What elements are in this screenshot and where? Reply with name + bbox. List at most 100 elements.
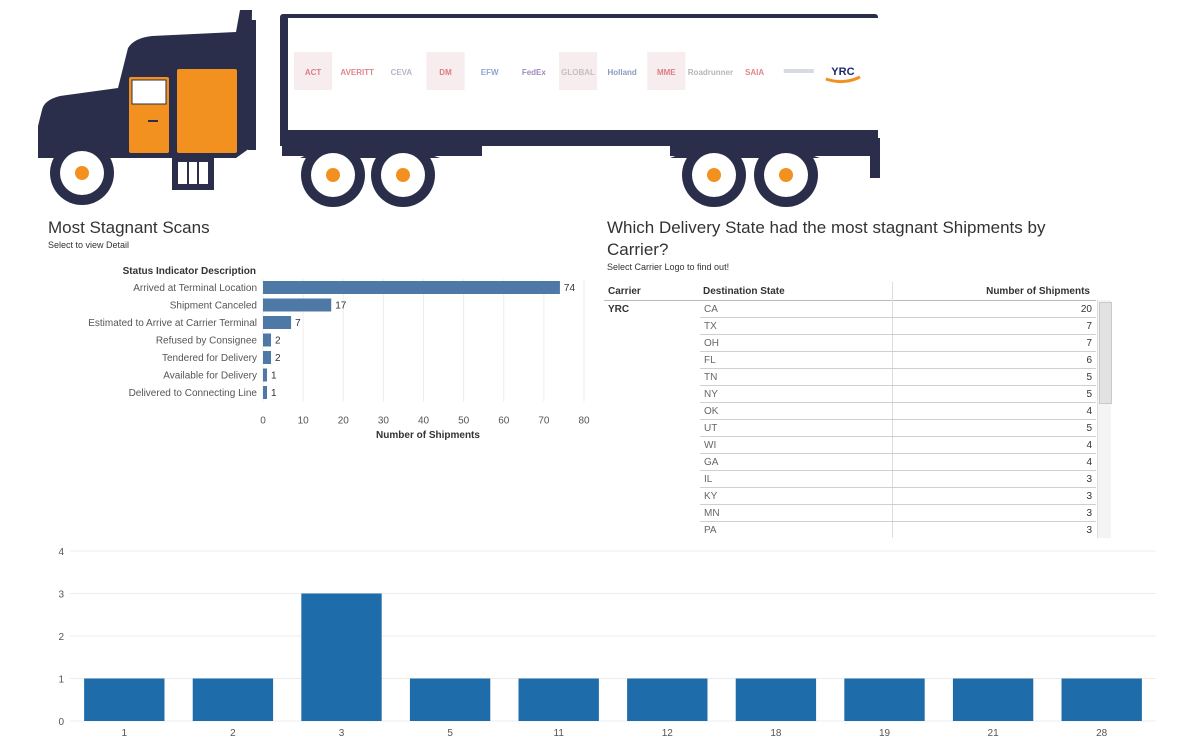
table-body: YRC CA 20 TX 7 OH 7 FL 6 TN 5 NY 5 OK 4 UT 5 WI 4 GA 4 IL 3 KY… <box>604 301 1096 538</box>
bar-arrived-at-terminal-location[interactable] <box>263 281 560 294</box>
state-title-line2: Carrier? <box>607 240 669 259</box>
category-label-tendered-for-delivery[interactable]: Tendered for Delivery <box>162 353 257 364</box>
state-cell: PA <box>704 525 717 536</box>
bar-tendered-for-delivery[interactable] <box>263 351 272 364</box>
table-row[interactable]: NY 5 <box>700 386 1096 403</box>
shipment-count-cell: 5 <box>1086 372 1092 383</box>
bar-value-label: 7 <box>295 318 301 329</box>
col-header-carrier[interactable]: Carrier <box>608 286 641 297</box>
table-row[interactable]: MN 3 <box>700 505 1096 522</box>
state-cell: WI <box>704 440 717 451</box>
bar-value-label: 74 <box>564 283 576 294</box>
state-cell: UT <box>704 423 718 434</box>
carrier-logo-global[interactable]: GLOBAL <box>558 52 598 90</box>
column-bar-2[interactable] <box>192 678 274 722</box>
carrier-logo-saia[interactable]: SAIA <box>745 68 764 77</box>
table-scrollbar[interactable] <box>1097 300 1112 538</box>
carrier-logo-efw[interactable]: EFW <box>481 68 499 77</box>
x-category-label: 28 <box>1096 728 1108 739</box>
state-cell: TN <box>704 372 718 383</box>
carrier-logo-dm[interactable]: DM <box>426 52 465 90</box>
carrier-logo-label: DM <box>439 68 452 77</box>
carrier-logo-act[interactable]: ACT <box>294 52 333 90</box>
carrier-cell[interactable]: YRC <box>608 304 630 315</box>
carrier-logo-ceva[interactable]: CEVA <box>391 68 413 77</box>
carrier-logo-holland[interactable]: Holland <box>607 68 636 77</box>
bar-value-label: 1 <box>271 371 277 382</box>
table-header: Carrier Destination State Number of Ship… <box>604 282 1096 301</box>
column-bar-12[interactable] <box>627 678 708 722</box>
category-label-arrived-at-terminal-location[interactable]: Arrived at Terminal Location <box>133 283 257 294</box>
stagnant-subtitle: Select to view Detail <box>48 240 130 250</box>
shipment-count-cell: 5 <box>1086 423 1092 434</box>
bar-shipment-canceled[interactable] <box>263 298 332 312</box>
bar-available-for-delivery[interactable] <box>263 368 268 382</box>
x-category-label: 19 <box>879 728 891 739</box>
state-cell: NY <box>704 389 718 400</box>
column-bar-3[interactable] <box>301 593 382 722</box>
col-header-destination-state[interactable]: Destination State <box>703 286 785 297</box>
column-bar-28[interactable] <box>1061 678 1142 722</box>
column-bar-19[interactable] <box>844 678 925 722</box>
table-row[interactable]: KY 3 <box>700 488 1096 505</box>
table-row[interactable]: OK 4 <box>700 403 1096 420</box>
carrier-logo-fedex[interactable]: FedEx <box>522 68 547 77</box>
carrier-logo-roadrunner[interactable]: Roadrunner <box>688 68 733 77</box>
y-tick-label: 2 <box>58 632 64 643</box>
x-category-label: 1 <box>122 728 128 739</box>
x-category-label: 12 <box>662 728 674 739</box>
table-row[interactable]: OH 7 <box>700 335 1096 352</box>
carrier-logo-label: ACT <box>305 68 322 77</box>
category-label-shipment-canceled[interactable]: Shipment Canceled <box>170 301 257 312</box>
stagnant-title: Most Stagnant Scans <box>48 218 210 237</box>
carrier-logo-yrc[interactable]: YRC <box>825 66 861 84</box>
bar-estimated-to-arrive-at-carrier-terminal[interactable] <box>263 316 292 329</box>
category-label-estimated-to-arrive-at-carrier-terminal[interactable]: Estimated to Arrive at Carrier Terminal <box>88 318 257 329</box>
table-row[interactable]: PA 3 <box>700 522 1096 538</box>
state-cell: IL <box>704 474 713 485</box>
scroll-thumb[interactable] <box>1099 302 1112 404</box>
carrier-logo-blank[interactable] <box>783 69 814 73</box>
column-bar-5[interactable] <box>409 678 491 722</box>
state-cell: FL <box>704 355 716 366</box>
table-row[interactable]: FL 6 <box>700 352 1096 369</box>
shipment-count-cell: 3 <box>1086 491 1092 502</box>
category-label-available-for-delivery[interactable]: Available for Delivery <box>163 371 257 382</box>
y-tick-label: 1 <box>58 675 64 686</box>
wheel-trailer-2 <box>754 143 818 207</box>
shipment-count-cell: 4 <box>1086 406 1092 417</box>
category-label-refused-by-consignee[interactable]: Refused by Consignee <box>156 336 258 347</box>
carrier-logo-averitt[interactable]: AVERITT <box>340 68 374 77</box>
shipment-count-cell: 3 <box>1086 508 1092 519</box>
stagnant-scans-bar-chart: Status Indicator Description Arrived at … <box>88 266 590 441</box>
column-bar-21[interactable] <box>952 678 1034 722</box>
table-row[interactable]: IL 3 <box>700 471 1096 488</box>
carrier-logo-label: YRC <box>831 66 854 78</box>
carrier-logo-label: Holland <box>607 68 636 77</box>
table-row[interactable]: GA 4 <box>700 454 1096 471</box>
column-bar-18[interactable] <box>735 678 817 722</box>
table-row[interactable]: TN 5 <box>700 369 1096 386</box>
column-bar-1[interactable] <box>84 678 165 722</box>
y-tick-label: 3 <box>58 590 64 601</box>
column-bar-11[interactable] <box>518 678 599 722</box>
state-cell: MN <box>704 508 720 519</box>
table-row[interactable]: UT 5 <box>700 420 1096 437</box>
carrier-logo-label: FedEx <box>522 68 547 77</box>
carrier-logo-label: EFW <box>481 68 499 77</box>
shipment-count-cell: 5 <box>1086 389 1092 400</box>
wheel-front <box>50 141 114 205</box>
wheel-trailer-1 <box>682 143 746 207</box>
row-header-label: Status Indicator Description <box>123 266 256 277</box>
bar-delivered-to-connecting-line[interactable] <box>263 386 268 399</box>
carrier-logo-mme[interactable]: MME <box>647 52 686 90</box>
carrier-logo-label: MME <box>657 68 676 77</box>
table-row[interactable]: CA 20 <box>700 301 1096 318</box>
table-row[interactable]: WI 4 <box>700 437 1096 454</box>
table-row[interactable]: TX 7 <box>700 318 1096 335</box>
shipment-count-cell: 3 <box>1086 525 1092 536</box>
col-header-number-of-shipments[interactable]: Number of Shipments <box>986 286 1090 297</box>
category-label-delivered-to-connecting-line[interactable]: Delivered to Connecting Line <box>129 388 258 399</box>
state-cell: OK <box>704 406 719 417</box>
bar-refused-by-consignee[interactable] <box>263 333 272 347</box>
